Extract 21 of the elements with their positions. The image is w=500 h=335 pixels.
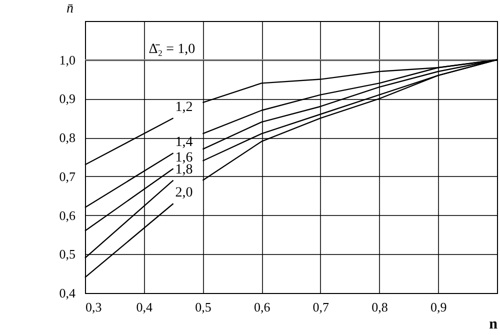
y-tick-label: 0,7: [59, 168, 76, 184]
x-tick-label: 0,7: [312, 300, 330, 314]
x-tick-label: 0,8: [372, 300, 388, 314]
x-tick-label: 0,4: [136, 300, 153, 314]
y-axis-title: n̄: [66, 2, 74, 16]
series-label: 1,8: [175, 162, 193, 178]
y-tick-label: 1,0: [59, 52, 76, 68]
x-axis-title: n: [489, 316, 498, 332]
y-tick-label: 0,6: [59, 208, 76, 223]
series-label: 2,0: [175, 186, 193, 201]
series-label: 1,4: [175, 135, 193, 150]
x-tick-label: 0,9: [430, 300, 447, 314]
y-tick-label: 0,5: [59, 246, 76, 262]
y-tick-label: 0,8: [59, 130, 76, 146]
series-label: 1,2: [175, 100, 193, 116]
x-tick-label: 0,5: [195, 300, 212, 314]
x-tick-label: 0,6: [254, 300, 271, 314]
y-tick-label: 0,4: [59, 286, 76, 300]
y-tick-label: 0,9: [59, 91, 76, 106]
x-tick-label: 0,3: [86, 300, 102, 314]
series-label: Δ̄₂ = 1,0: [148, 42, 196, 57]
